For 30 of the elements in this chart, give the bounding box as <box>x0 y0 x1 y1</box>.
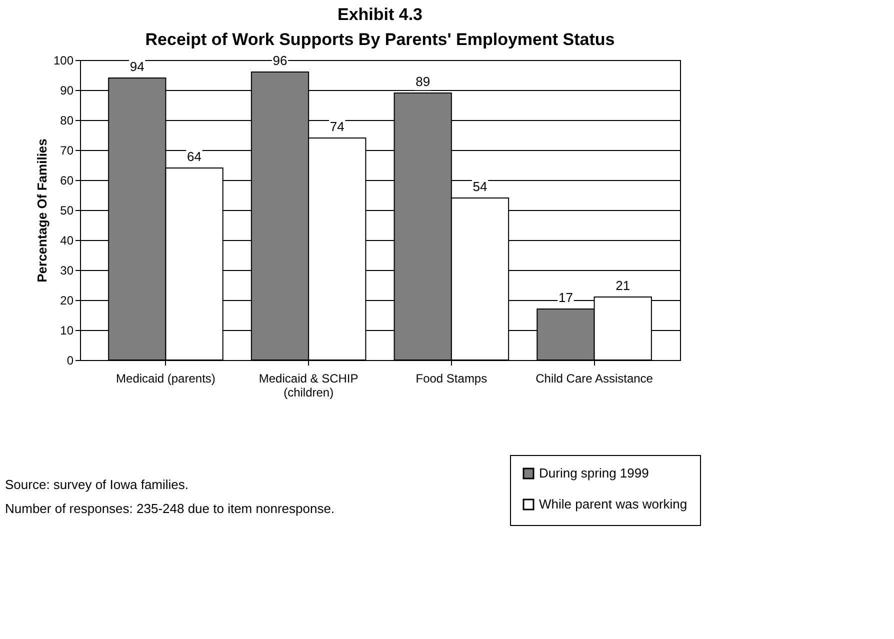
y-tick-label: 60 <box>60 174 74 188</box>
y-tick-label: 30 <box>60 264 74 278</box>
y-tick-label: 20 <box>60 294 74 308</box>
x-tick-label: Child Care Assistance <box>536 372 654 386</box>
data-label: 89 <box>416 74 430 89</box>
text: Number of responses: 235-248 due to item nonresponse. <box>5 501 335 516</box>
x-tick-label: Medicaid & SCHIP (children) <box>258 372 358 400</box>
y-tick-label: 10 <box>60 324 74 338</box>
y-tick-label: 100 <box>53 54 74 68</box>
chart-subtitle: Receipt of Work Supports By Parents' Employment Status <box>145 30 615 49</box>
y-axis-title: Percentage Of Families <box>34 138 50 282</box>
data-label: 94 <box>130 59 144 74</box>
data-label: 74 <box>330 119 344 134</box>
y-tick-label: 80 <box>60 114 74 128</box>
y-tick-label: 0 <box>66 354 74 368</box>
y-tick-label: 50 <box>60 204 74 218</box>
data-label: 17 <box>558 290 573 305</box>
y-tick-label: 90 <box>60 84 74 98</box>
x-tick-label: Medicaid (parents) <box>116 372 216 386</box>
legend-label: During spring 1999 <box>539 466 649 480</box>
x-tick-label: Food Stamps <box>416 372 488 386</box>
data-label: 21 <box>616 278 630 293</box>
legend-label: While parent was working <box>539 496 688 512</box>
data-label: 64 <box>187 149 202 164</box>
y-tick-label: 70 <box>60 144 74 158</box>
data-label: 54 <box>472 179 488 194</box>
data-label: 96 <box>272 53 288 68</box>
y-tick-label: 40 <box>60 234 74 248</box>
source-note: Source: survey of Iowa families. <box>5 477 189 492</box>
chart-title: Exhibit 4.3 <box>337 4 423 24</box>
